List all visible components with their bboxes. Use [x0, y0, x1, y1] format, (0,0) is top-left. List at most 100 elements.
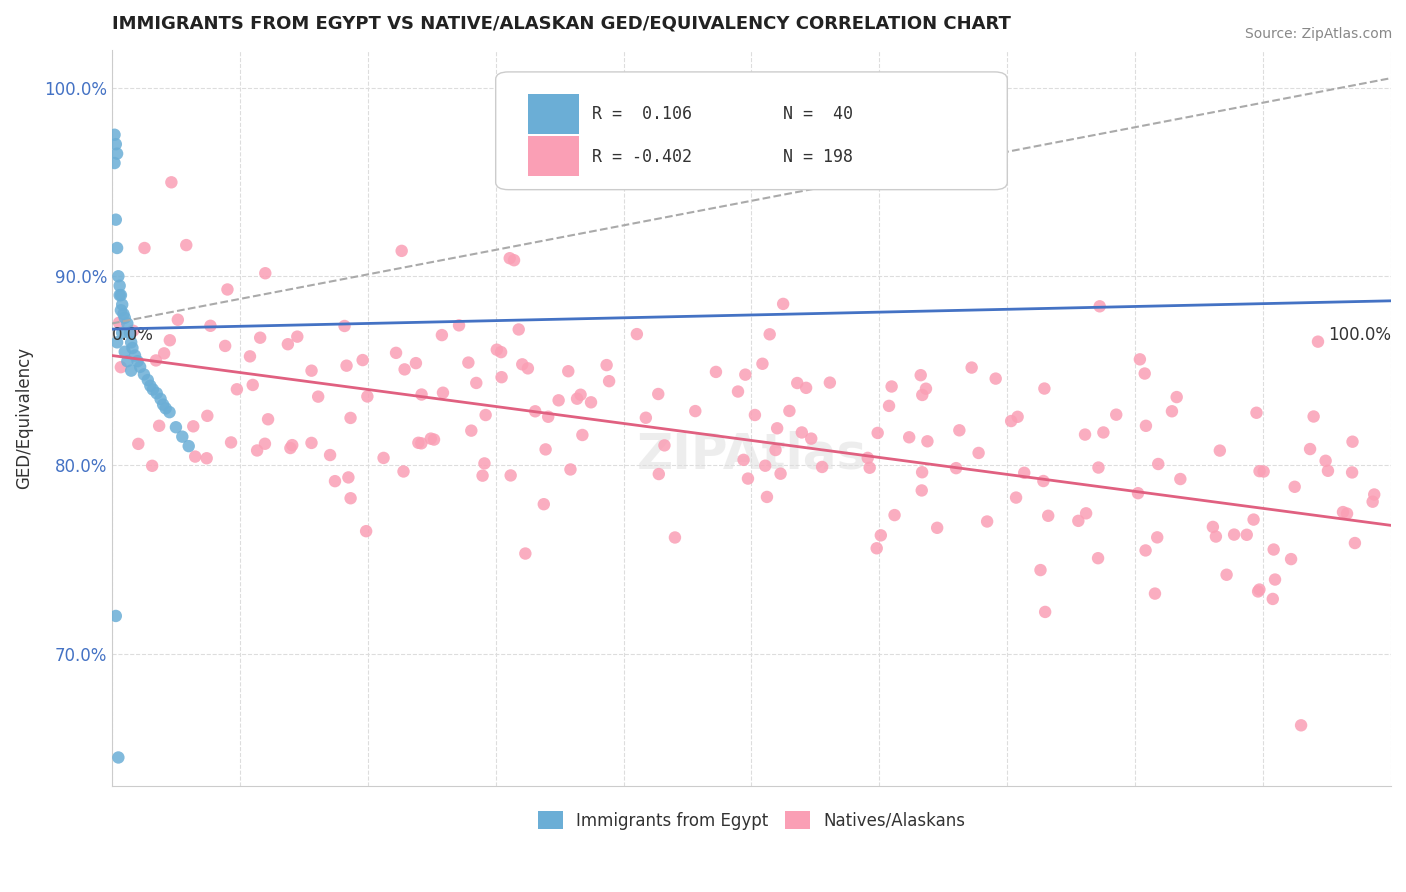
Point [945, 461, 967, 475]
Point [107, 750, 129, 764]
Point [765, 443, 787, 458]
Point [145, 386, 167, 401]
Point [159, 405, 181, 419]
Point [107, 269, 129, 284]
Point [1261, 591, 1284, 606]
Point [515, 547, 537, 561]
Point [794, 381, 817, 395]
Point [866, 541, 889, 556]
Point [373, 450, 395, 465]
Point [411, 436, 433, 450]
Point [1088, 299, 1111, 313]
Point [927, 521, 949, 535]
Point [1033, 605, 1056, 619]
Point [432, 385, 454, 400]
Point [1105, 408, 1128, 422]
Point [129, 359, 152, 374]
Point [419, 432, 441, 446]
Point [557, 364, 579, 378]
Point [301, 436, 323, 450]
Point [866, 425, 889, 440]
Point [595, 358, 617, 372]
Point [734, 368, 756, 382]
Point [547, 393, 569, 408]
Point [257, 412, 280, 426]
Point [485, 343, 508, 357]
Point [1074, 506, 1097, 520]
Point [122, 324, 145, 338]
Point [460, 424, 482, 438]
Point [755, 490, 778, 504]
Text: Source: ZipAtlas.com: Source: ZipAtlas.com [1244, 27, 1392, 41]
Point [136, 373, 159, 387]
Point [1147, 457, 1170, 471]
Point [508, 322, 530, 336]
Point [800, 432, 823, 446]
Point [910, 368, 932, 383]
Point [127, 437, 149, 451]
Point [790, 425, 813, 440]
Point [1029, 563, 1052, 577]
Point [1005, 491, 1028, 505]
Point [114, 344, 136, 359]
Point [108, 316, 131, 330]
Point [155, 401, 177, 416]
Point [685, 404, 707, 418]
FancyBboxPatch shape [496, 72, 1007, 190]
Point [859, 460, 882, 475]
Point [984, 371, 1007, 385]
Point [253, 436, 276, 450]
Point [105, 146, 128, 161]
Point [104, 212, 127, 227]
Point [172, 430, 194, 444]
Point [385, 346, 408, 360]
Point [537, 409, 560, 424]
Point [165, 420, 187, 434]
Point [339, 491, 361, 506]
Point [1336, 507, 1358, 521]
Point [1202, 520, 1225, 534]
Point [856, 450, 879, 465]
Point [769, 467, 792, 481]
Point [1087, 551, 1109, 566]
Point [664, 531, 686, 545]
Point [465, 376, 488, 390]
Point [560, 462, 582, 476]
Point [105, 335, 128, 350]
Point [1087, 460, 1109, 475]
Point [1331, 505, 1354, 519]
Point [195, 409, 218, 423]
Point [110, 360, 132, 375]
Point [127, 354, 149, 368]
Point [1284, 480, 1306, 494]
Point [1299, 442, 1322, 456]
Point [108, 278, 131, 293]
FancyBboxPatch shape [527, 136, 579, 177]
Point [352, 353, 374, 368]
Point [648, 467, 671, 481]
Point [880, 379, 903, 393]
Point [184, 450, 207, 464]
Point [976, 515, 998, 529]
Point [1067, 514, 1090, 528]
Point [217, 283, 239, 297]
Point [149, 392, 172, 406]
Point [967, 446, 990, 460]
Point [533, 497, 555, 511]
Point [423, 433, 446, 447]
Point [704, 365, 727, 379]
Point [1074, 427, 1097, 442]
Point [1263, 542, 1285, 557]
Point [159, 333, 181, 347]
Point [166, 312, 188, 326]
Point [225, 382, 247, 396]
Point [1012, 466, 1035, 480]
Point [214, 339, 236, 353]
Point [124, 349, 146, 363]
Point [254, 266, 277, 280]
Point [103, 128, 125, 142]
Point [517, 137, 540, 152]
Point [1341, 466, 1364, 480]
Point [1038, 508, 1060, 523]
Point [1161, 404, 1184, 418]
